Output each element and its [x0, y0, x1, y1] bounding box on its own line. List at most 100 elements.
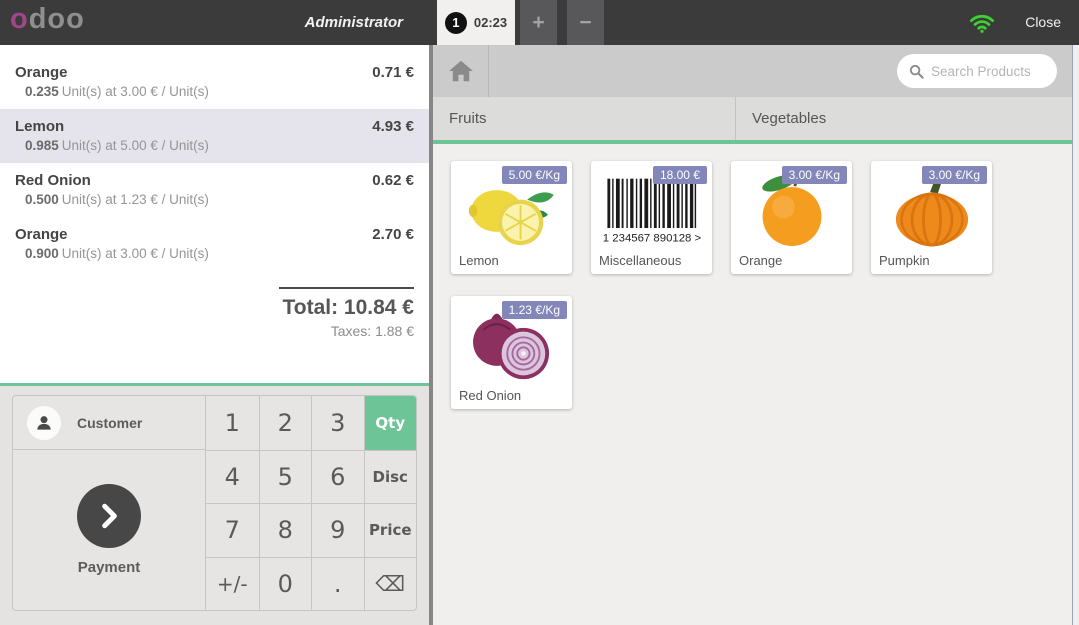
main-split: Orange 0.71 € 0.235 Unit(s) at 3.00 € / U… [0, 45, 1079, 625]
product-price-badge: 18.00 € [652, 166, 707, 184]
product-price-badge: 3.00 €/Kg [921, 166, 987, 184]
user-name: Administrator [304, 14, 403, 31]
orderline-qty: 0.500 [25, 192, 59, 207]
logo-letters: doo [28, 3, 85, 35]
pads-area: Customer Payment 1 [0, 386, 429, 625]
orderline-lemon[interactable]: Lemon 4.93 € 0.985 Unit(s) at 5.00 € / Un… [0, 109, 429, 163]
product-card-red-onion[interactable]: 1.23 €/Kg [451, 296, 572, 409]
product-card-pumpkin[interactable]: 3.00 €/Kg Pumpkin [871, 161, 992, 274]
product-name: Pumpkin [879, 253, 930, 268]
home-category-button[interactable] [433, 45, 489, 97]
numpad-key-0[interactable]: 0 [258, 556, 311, 610]
wifi-icon [970, 14, 995, 33]
numpad-key-1[interactable]: 1 [206, 396, 259, 450]
total-label: Total: [282, 296, 344, 319]
category-tab-vegetables[interactable]: Vegetables [736, 97, 1079, 140]
summary-divider [279, 287, 414, 289]
product-price-badge: 3.00 €/Kg [781, 166, 847, 184]
product-card-lemon[interactable]: 5.00 €/Kg [451, 161, 572, 274]
close-button[interactable]: Close [1025, 14, 1061, 30]
order-panel: Orange 0.71 € 0.235 Unit(s) at 3.00 € / U… [0, 45, 433, 625]
category-tab-fruits[interactable]: Fruits [433, 97, 736, 140]
barcode-digits: 1 234567 890128 > [602, 232, 701, 244]
orderline-detail: Unit(s) at 3.00 € / Unit(s) [61, 246, 209, 261]
orderline-orange-1[interactable]: Orange 0.71 € 0.235 Unit(s) at 3.00 € / U… [0, 55, 429, 109]
orderline-qty: 0.235 [25, 84, 59, 99]
customer-button[interactable]: Customer [13, 396, 205, 450]
topbar-right: Close [959, 0, 1079, 45]
numpad-key-8[interactable]: 8 [258, 503, 311, 557]
pumpkin-product-image [895, 174, 968, 247]
breadcrumb [433, 45, 1079, 97]
order-summary: Total: 10.84 € Taxes: 1.88 € [0, 287, 429, 339]
orderline-detail: Unit(s) at 5.00 € / Unit(s) [61, 138, 209, 153]
orange-product-image [761, 174, 821, 247]
numpad-key-4[interactable]: 4 [206, 449, 259, 503]
product-grid: 5.00 €/Kg [433, 144, 1053, 431]
products-scrollbar[interactable] [1072, 45, 1079, 625]
numpad-key-backspace[interactable]: ⌫ [363, 556, 416, 610]
numpad-key-3[interactable]: 3 [311, 396, 364, 450]
product-name: Miscellaneous [599, 253, 682, 268]
plus-icon: + [532, 10, 545, 34]
product-price-badge: 5.00 €/Kg [501, 166, 567, 184]
numpad: 1 2 3 Qty 4 5 6 Disc 7 8 9 Price +/- 0 [206, 396, 416, 610]
payment-label: Payment [77, 559, 141, 576]
orderline-product-name: Orange [15, 64, 68, 81]
orderline-amount: 0.62 € [372, 172, 414, 189]
numpad-mode-discount[interactable]: Disc [363, 449, 416, 503]
actionpad: Customer Payment [13, 396, 206, 610]
search-box [897, 54, 1057, 88]
lemon-product-image [468, 190, 554, 246]
numpad-key-7[interactable]: 7 [206, 503, 259, 557]
orderline-amount: 4.93 € [372, 118, 414, 135]
order-lines-list: Orange 0.71 € 0.235 Unit(s) at 3.00 € / U… [0, 45, 429, 383]
orderline-product-name: Orange [15, 226, 68, 243]
numpad-key-decimal[interactable]: . [311, 556, 364, 610]
order-tab-time: 02:23 [473, 15, 508, 30]
numpad-key-5[interactable]: 5 [258, 449, 311, 503]
numpad-mode-qty[interactable]: Qty [363, 396, 416, 450]
orderline-detail: Unit(s) at 1.23 € / Unit(s) [61, 192, 209, 207]
topbar: odoo Administrator 1 02:23 + − [0, 0, 1079, 45]
customer-icon [37, 415, 51, 430]
order-number-badge: 1 [444, 11, 467, 34]
search-products-input[interactable] [931, 63, 1049, 79]
logo-letter: o [10, 3, 29, 35]
orderline-amount: 0.71 € [372, 64, 414, 81]
orderline-orange-2[interactable]: Orange 2.70 € 0.900 Unit(s) at 3.00 € / U… [0, 217, 429, 271]
product-price-badge: 1.23 €/Kg [501, 301, 567, 319]
minus-icon: − [579, 10, 592, 34]
pads-separator [0, 383, 429, 386]
category-accent-line [433, 140, 1079, 144]
order-tab-1[interactable]: 1 02:23 [437, 0, 515, 45]
product-name: Red Onion [459, 388, 522, 403]
numpad-key-plusminus[interactable]: +/- [206, 556, 259, 610]
order-total: Total: 10.84 € [0, 296, 414, 320]
barcode-product-image: 1 234567 890128 > [602, 178, 701, 244]
orderline-qty: 0.900 [25, 246, 59, 261]
orderline-product-name: Red Onion [15, 172, 91, 189]
remove-order-button[interactable]: − [567, 0, 604, 45]
product-name: Orange [739, 253, 783, 268]
orderline-product-name: Lemon [15, 118, 65, 135]
product-card-orange[interactable]: 3.00 €/Kg Orange [731, 161, 852, 274]
search-icon [909, 64, 924, 79]
product-name: Lemon [459, 253, 499, 268]
numpad-mode-price[interactable]: Price [363, 503, 416, 557]
total-value: 10.84 € [343, 296, 414, 319]
product-card-miscellaneous[interactable]: 18.00 € [591, 161, 712, 274]
orderline-qty: 0.985 [25, 138, 59, 153]
home-icon [448, 60, 473, 82]
odoo-logo: odoo [10, 3, 85, 36]
connection-status[interactable] [959, 13, 1005, 33]
numpad-key-2[interactable]: 2 [258, 396, 311, 450]
numpad-key-6[interactable]: 6 [311, 449, 364, 503]
chevron-right-icon [102, 503, 117, 529]
orderline-amount: 2.70 € [372, 226, 414, 243]
orderline-red-onion[interactable]: Red Onion 0.62 € 0.500 Unit(s) at 1.23 € … [0, 163, 429, 217]
add-order-button[interactable]: + [520, 0, 557, 45]
numpad-key-9[interactable]: 9 [311, 503, 364, 557]
payment-button[interactable]: Payment [13, 450, 205, 610]
